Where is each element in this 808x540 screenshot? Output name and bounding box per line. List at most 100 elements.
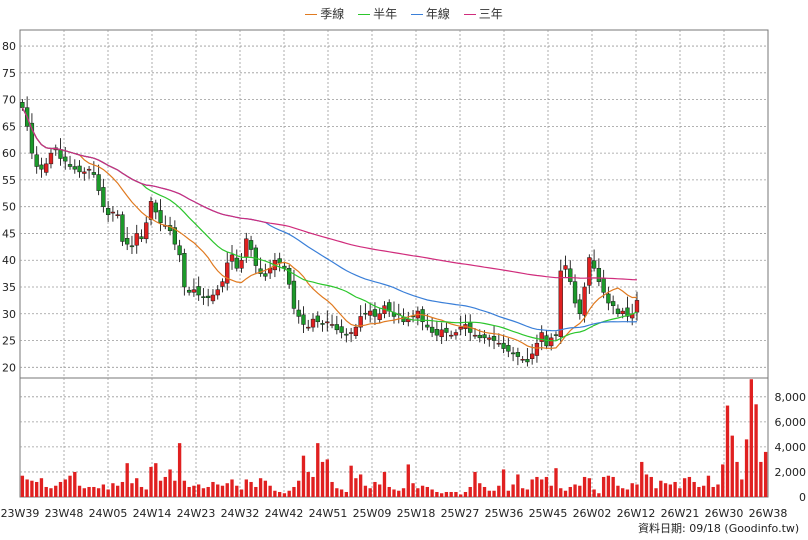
legend-swatch-ma-half-year [358, 14, 371, 15]
x-tick-label: 26W21 [661, 507, 700, 520]
volume-bar [116, 485, 120, 497]
candle-body [553, 334, 559, 336]
legend-item-ma-quarter: 季線 [305, 5, 344, 22]
volume-bar [454, 491, 458, 497]
candle-body [110, 211, 116, 214]
volume-bar [568, 486, 572, 497]
candle-body [458, 326, 463, 330]
candle-body [530, 353, 535, 359]
volume-bar [220, 485, 225, 497]
volume-bar [392, 489, 396, 497]
volume-bar [487, 490, 491, 497]
volume-bar [497, 485, 501, 497]
volume-bar [597, 493, 601, 497]
volume-bar [673, 481, 677, 497]
candle-body [563, 265, 568, 270]
legend-item-ma-year: 年線 [410, 5, 450, 22]
candle-body [425, 324, 430, 328]
candle-body [134, 233, 139, 246]
volume-bar [702, 485, 706, 497]
volume-bar [92, 486, 96, 497]
candle-body [334, 324, 339, 331]
volume-bar [206, 486, 210, 497]
x-tick-label: 26W02 [573, 507, 612, 520]
candle-body [444, 327, 449, 333]
candle-body [82, 171, 87, 174]
volume-bar [730, 435, 734, 497]
candle-body [434, 329, 440, 336]
candle-body [120, 214, 125, 242]
volume-bar [506, 490, 511, 497]
volume-bar [749, 379, 753, 497]
volume-bar [192, 485, 196, 497]
volume-bar [387, 486, 391, 497]
candle-body [225, 262, 230, 284]
legend-label: 三年 [478, 7, 503, 21]
volume-bar [478, 483, 482, 497]
volume-bar [325, 459, 329, 497]
data-source-label: 資料日期: 09/18 (Goodinfo.tw) [638, 522, 800, 535]
price-tick-label: 25 [2, 335, 16, 348]
x-tick-label: 25W18 [397, 507, 436, 520]
volume-bar [54, 485, 58, 497]
candle-body [105, 208, 111, 215]
volume-bar [601, 476, 606, 497]
candle-body [96, 174, 101, 191]
candle-body [363, 312, 368, 315]
volume-bar [235, 485, 239, 497]
x-tick-label: 26W12 [617, 507, 656, 520]
volume-bar [687, 476, 692, 497]
candle-body [539, 332, 544, 342]
volume-tick-label: 4,000 [775, 441, 807, 454]
legend-swatch-ma-year [410, 14, 423, 15]
candle-body [234, 257, 239, 269]
volume-bar [721, 464, 725, 497]
candle-body [329, 324, 335, 326]
price-tick-label: 75 [2, 67, 16, 80]
candle-body [506, 345, 511, 352]
price-tick-label: 60 [2, 147, 16, 160]
candle-body [625, 307, 630, 317]
volume-bar [678, 488, 682, 497]
candle-body [239, 259, 244, 269]
price-tick-label: 65 [2, 120, 16, 133]
volume-bar [368, 488, 372, 497]
price-tick-label: 20 [2, 361, 16, 374]
candle-body [477, 334, 482, 339]
candle-body [77, 165, 82, 173]
volume-bar [44, 486, 48, 497]
volume-bar [716, 484, 720, 497]
volume-bar [373, 481, 377, 497]
candle-body [34, 154, 39, 167]
volume-bar [130, 483, 134, 497]
volume-bar [58, 481, 63, 497]
volume-bar [154, 463, 158, 497]
volume-bar [354, 478, 358, 497]
candle-body [39, 164, 44, 170]
volume-bar [444, 491, 449, 497]
candle-body [58, 149, 63, 159]
price-tick-label: 80 [2, 40, 16, 53]
volume-bar [763, 451, 768, 497]
price-panel-frame [19, 29, 769, 379]
candle-body [306, 326, 311, 329]
candle-body [310, 318, 316, 328]
x-tick-label: 24W14 [133, 507, 172, 520]
volume-bar [654, 488, 658, 497]
volume-bar [144, 489, 148, 497]
volume-bar [621, 488, 625, 497]
volume-bar [96, 488, 101, 497]
volume-bar [101, 484, 106, 497]
volume-bar [668, 484, 672, 497]
volume-bar [706, 475, 711, 497]
candle-body [377, 313, 382, 320]
price-tick-label: 35 [2, 281, 16, 294]
volume-bar [401, 488, 406, 497]
candle-body [67, 164, 73, 167]
volume-bar [330, 481, 334, 497]
volume-bar [339, 489, 344, 497]
volume-bar [397, 490, 401, 497]
candle-body [277, 258, 282, 264]
legend-label: 年線 [425, 7, 450, 21]
volume-bar [363, 485, 368, 497]
